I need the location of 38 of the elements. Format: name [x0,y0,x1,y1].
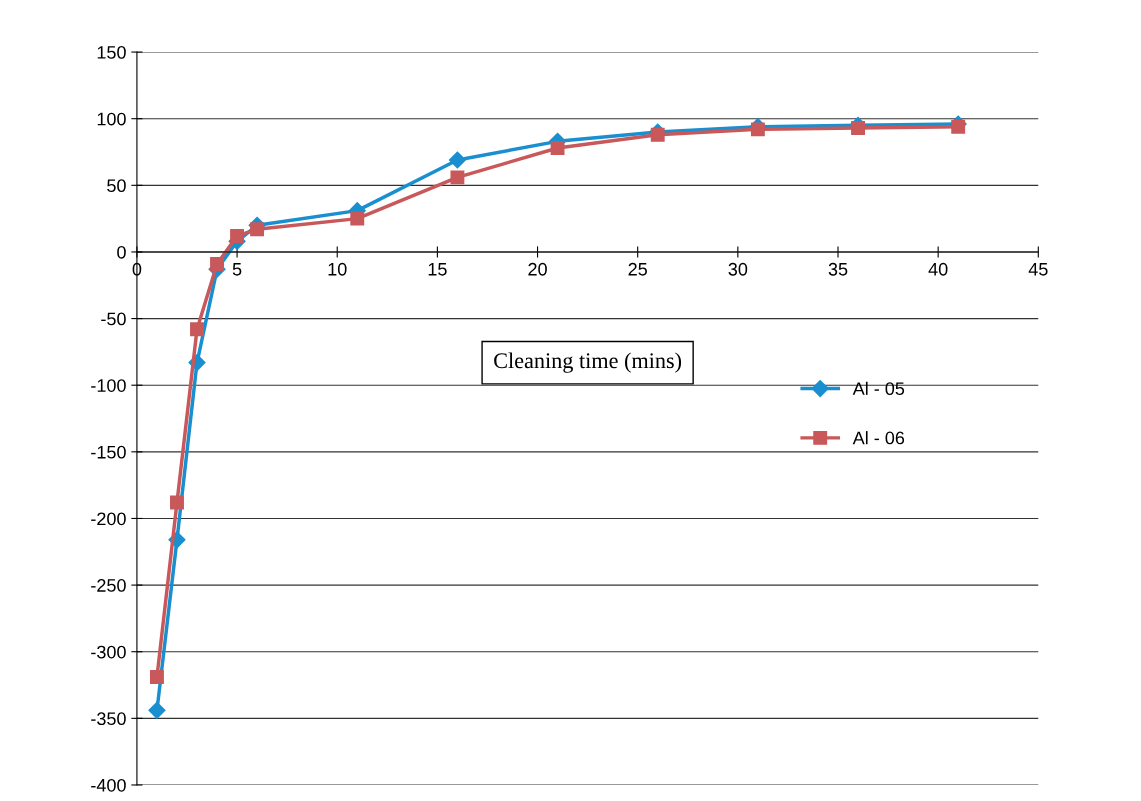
point [350,211,365,226]
point [230,229,245,243]
point [450,170,465,185]
point [148,701,166,719]
y-tick-label: -350 [91,712,126,726]
x-axis-title: Cleaning time (mins) [494,352,682,373]
point [550,141,565,155]
x-tick-label: 10 [328,262,347,276]
y-tick-label: -400 [91,778,126,792]
point [170,495,184,510]
x-tick-label: 20 [528,262,547,276]
point [190,322,204,337]
point [150,670,164,684]
x-tick-label: 25 [628,262,647,276]
y-tick-label: -250 [91,579,126,592]
y-tick-label: 0 [117,245,126,259]
point [250,222,265,237]
x-tick-label: 35 [828,262,848,276]
y-tick-label: -50 [101,312,126,326]
y-tick-label: -300 [91,645,126,659]
point [650,127,665,142]
point [951,119,966,134]
x-tick-label: 45 [1028,263,1048,276]
y-tick-label: -200 [91,512,126,526]
point [210,256,224,271]
x-tick-label: 40 [928,262,948,276]
legend-label: Al - 06 [852,431,905,445]
x-tick-label: 15 [428,263,447,276]
point [851,121,865,135]
x-tick-label: 30 [728,262,748,276]
y-tick-label: 150 [97,46,126,59]
y-tick-label: -100 [91,379,126,392]
x-tick-label: 5 [232,263,242,276]
point [750,122,765,137]
y-tick-label: 100 [97,112,126,126]
y-tick-label: 50 [107,179,126,193]
y-tick-label: -150 [91,445,126,459]
point [448,151,466,169]
